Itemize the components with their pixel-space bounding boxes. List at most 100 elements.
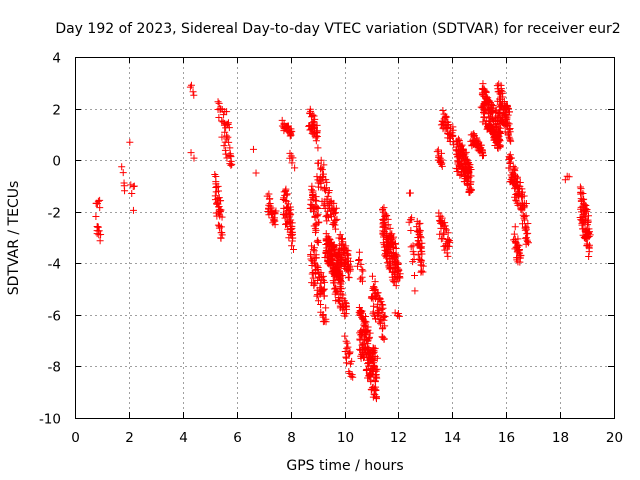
data-point bbox=[272, 207, 280, 215]
data-point bbox=[129, 206, 137, 214]
data-point bbox=[337, 254, 345, 262]
data-point bbox=[265, 190, 273, 198]
y-tick-label: -8 bbox=[48, 360, 61, 376]
data-point bbox=[437, 149, 445, 157]
data-point bbox=[441, 112, 449, 120]
x-tick-label: 18 bbox=[552, 430, 569, 446]
data-point bbox=[445, 242, 453, 250]
data-point bbox=[487, 100, 495, 108]
data-point bbox=[343, 339, 351, 347]
data-point bbox=[524, 239, 532, 247]
data-point bbox=[418, 247, 426, 255]
data-point bbox=[371, 344, 379, 352]
data-point bbox=[278, 116, 286, 124]
data-point bbox=[444, 229, 452, 237]
data-point bbox=[333, 215, 341, 223]
data-point bbox=[348, 371, 356, 379]
data-point bbox=[271, 209, 279, 217]
data-point bbox=[374, 289, 382, 297]
data-point bbox=[510, 230, 518, 238]
data-point bbox=[322, 318, 330, 326]
data-point bbox=[392, 245, 400, 253]
data-point bbox=[317, 269, 325, 277]
data-point bbox=[337, 278, 345, 286]
data-point bbox=[445, 237, 453, 245]
data-point bbox=[345, 274, 353, 282]
data-point bbox=[190, 91, 198, 99]
data-point bbox=[561, 176, 569, 184]
data-point bbox=[280, 119, 288, 127]
data-point bbox=[319, 272, 327, 280]
data-point bbox=[388, 230, 396, 238]
data-point bbox=[266, 199, 274, 207]
data-point bbox=[440, 230, 448, 238]
data-point bbox=[392, 240, 400, 248]
data-point bbox=[315, 218, 323, 226]
axis-ticks bbox=[75, 57, 615, 419]
data-point bbox=[308, 270, 316, 278]
data-point bbox=[392, 282, 400, 290]
data-point bbox=[357, 260, 365, 268]
data-point bbox=[444, 252, 452, 260]
y-axis-tick-labels: 4 2 0 -2 -4 -6 -8 -10 bbox=[39, 51, 61, 428]
data-point bbox=[224, 120, 232, 128]
data-point bbox=[215, 194, 223, 202]
data-point bbox=[380, 316, 388, 324]
data-point bbox=[94, 197, 102, 205]
data-point bbox=[120, 179, 128, 187]
data-point bbox=[507, 137, 515, 145]
data-point bbox=[341, 264, 349, 272]
data-point bbox=[467, 165, 475, 173]
data-point bbox=[312, 254, 320, 262]
data-point bbox=[359, 267, 367, 275]
data-point bbox=[119, 169, 127, 177]
data-point bbox=[358, 277, 366, 285]
data-point bbox=[313, 127, 321, 135]
data-point bbox=[504, 104, 512, 112]
data-point bbox=[321, 278, 329, 286]
data-point bbox=[225, 138, 233, 146]
data-point bbox=[332, 244, 340, 252]
data-point bbox=[214, 98, 222, 106]
data-point bbox=[584, 216, 592, 224]
data-point bbox=[362, 331, 370, 339]
data-point bbox=[310, 244, 318, 252]
data-point bbox=[97, 231, 105, 239]
data-point bbox=[94, 223, 102, 231]
data-point bbox=[226, 144, 234, 152]
data-point bbox=[394, 259, 402, 267]
y-tick-label: 2 bbox=[52, 103, 61, 119]
data-point bbox=[510, 165, 518, 173]
data-point bbox=[411, 271, 419, 279]
data-point bbox=[394, 310, 402, 318]
data-point bbox=[289, 154, 297, 162]
data-point bbox=[126, 138, 134, 146]
data-point bbox=[565, 173, 573, 181]
data-point bbox=[214, 221, 222, 229]
data-point bbox=[215, 99, 223, 107]
data-point bbox=[379, 333, 387, 341]
data-point bbox=[347, 372, 355, 380]
data-point bbox=[335, 293, 343, 301]
data-point bbox=[497, 85, 505, 93]
x-tick-label: 0 bbox=[71, 430, 80, 446]
data-point bbox=[504, 111, 512, 119]
data-point bbox=[455, 135, 463, 143]
data-point bbox=[362, 318, 370, 326]
data-point bbox=[344, 251, 352, 259]
data-point bbox=[307, 186, 315, 194]
data-point bbox=[514, 235, 522, 243]
data-point bbox=[311, 270, 319, 278]
data-point bbox=[283, 190, 291, 198]
data-point bbox=[288, 237, 296, 245]
chart-title: Day 192 of 2023, Sidereal Day-to-day VTE… bbox=[55, 21, 620, 37]
data-point bbox=[289, 231, 297, 239]
data-point bbox=[372, 386, 380, 394]
data-point bbox=[220, 111, 228, 119]
data-point bbox=[386, 224, 394, 232]
data-point bbox=[416, 233, 424, 241]
data-point bbox=[121, 187, 129, 195]
data-point bbox=[319, 170, 327, 178]
data-point bbox=[496, 110, 504, 118]
